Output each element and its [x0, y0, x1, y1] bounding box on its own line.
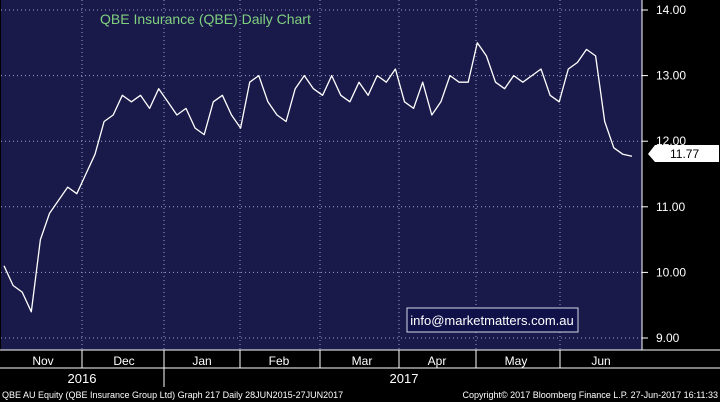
y-tick-label: 9.00	[656, 331, 680, 345]
chart-title: QBE Insurance (QBE) Daily Chart	[100, 11, 311, 27]
last-price-value: 11.77	[670, 147, 699, 161]
x-tick-label: Nov	[32, 354, 53, 368]
last-price-flag	[648, 145, 719, 162]
footer-right: Copyright© 2017 Bloomberg Finance L.P. 2…	[463, 390, 718, 400]
watermark-box: info@marketmatters.com.au	[406, 307, 579, 333]
y-tick-label: 10.00	[656, 265, 686, 279]
y-tick-label: 11.00	[656, 200, 685, 214]
x-tick-label: Dec	[113, 354, 134, 368]
y-tick-label: 12.00	[656, 134, 686, 148]
x-tick-label: Jan	[192, 354, 211, 368]
x-tick-label: May	[505, 354, 528, 368]
x-tick-label: Feb	[269, 354, 290, 368]
watermark-text: info@marketmatters.com.au	[410, 313, 573, 328]
y-axis: 14.00 13.00 12.00 11.00 10.00 9.00	[642, 3, 686, 345]
price-series	[3, 42, 633, 313]
x-axis: Nov Dec Jan Feb Mar Apr May Jun 2016 2017	[0, 350, 720, 387]
footer-bar	[0, 387, 720, 402]
x-tick-label: Mar	[352, 354, 373, 368]
y-tick-label: 13.00	[656, 69, 686, 83]
x-tick-label: Jun	[591, 354, 610, 368]
plot-background	[1, 0, 642, 350]
grid	[1, 0, 642, 350]
year-label: 2016	[68, 371, 97, 386]
year-label: 2017	[390, 371, 419, 386]
price-line	[3, 42, 633, 313]
footer-left: QBE AU Equity (QBE Insurance Group Ltd) …	[2, 390, 343, 400]
y-tick-label: 14.00	[656, 3, 686, 17]
x-tick-label: Apr	[428, 354, 447, 368]
last-price-label: 11.77	[648, 145, 719, 162]
